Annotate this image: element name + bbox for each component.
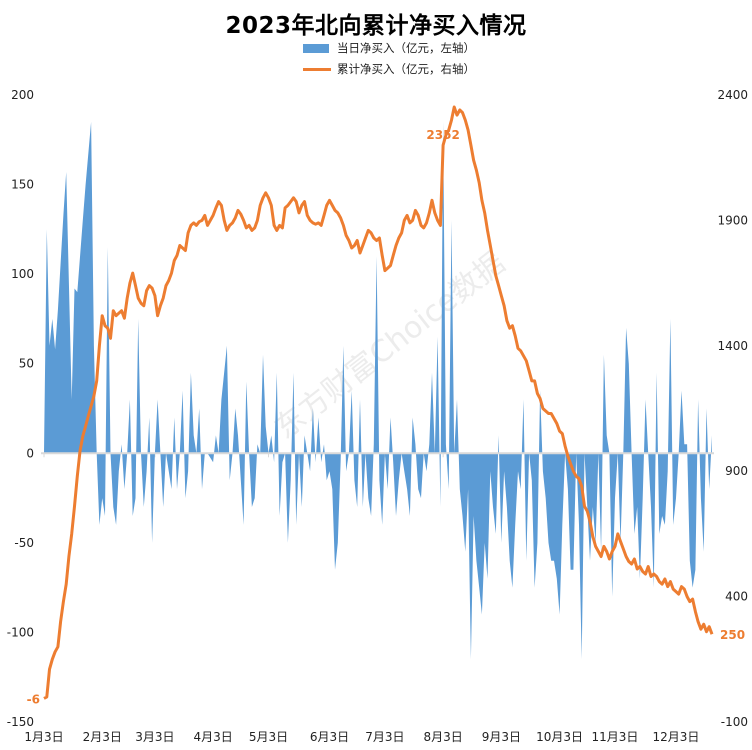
x-tick-label: 10月3日 bbox=[536, 730, 583, 744]
cumulative-net-buy-line[interactable] bbox=[43, 105, 714, 700]
x-tick-label: 5月3日 bbox=[249, 730, 288, 744]
right-tick-label: 1900 bbox=[717, 213, 748, 227]
legend-swatch-area-icon bbox=[303, 43, 329, 53]
x-tick-label: 12月3日 bbox=[653, 730, 700, 744]
right-tick-label: -100 bbox=[721, 715, 748, 729]
left-tick-label: 50 bbox=[19, 357, 34, 371]
svg-text:东方财富Choice数据: 东方财富Choice数据 bbox=[268, 245, 511, 446]
data-labels: -6 2352 250 bbox=[27, 128, 745, 706]
x-tick-label: 9月3日 bbox=[482, 730, 521, 744]
right-tick-label: 400 bbox=[725, 590, 748, 604]
left-tick-label: 200 bbox=[11, 88, 34, 102]
chart-title: 2023年北向累计净买入情况 bbox=[225, 13, 527, 39]
left-tick-label: 0 bbox=[26, 446, 34, 460]
x-axis: 1月3日 2月3日 3月3日 4月3日 5月3日 6月3日 7月3日 8月3日 9月3日 10月3… bbox=[24, 453, 699, 744]
cumulative-data-label: -6 bbox=[27, 692, 40, 706]
right-tick-label: 2400 bbox=[717, 88, 748, 102]
x-tick-label: 2月3日 bbox=[83, 730, 122, 744]
x-tick-label: 7月3日 bbox=[365, 730, 404, 744]
cumulative-data-label: 250 bbox=[720, 628, 745, 642]
right-tick-label: 1400 bbox=[717, 339, 748, 353]
left-tick-label: -100 bbox=[7, 625, 34, 639]
legend-item-cumulative[interactable]: 累计净买入（亿元，右轴） bbox=[303, 61, 475, 77]
left-y-axis: 200 150 100 50 0 -50 -100 -150 bbox=[7, 88, 34, 729]
x-tick-label: 4月3日 bbox=[193, 730, 232, 744]
cumulative-data-label: 2352 bbox=[426, 128, 459, 142]
x-tick-label: 8月3日 bbox=[423, 730, 462, 744]
right-tick-label: 900 bbox=[725, 464, 748, 478]
x-tick-label: 11月3日 bbox=[592, 730, 639, 744]
legend-item-daily[interactable]: 当日净买入（亿元，左轴） bbox=[303, 40, 475, 56]
x-tick-label: 6月3日 bbox=[310, 730, 349, 744]
legend-label-cumulative: 累计净买入（亿元，右轴） bbox=[337, 62, 475, 76]
daily-net-buy-area[interactable] bbox=[44, 121, 712, 660]
x-tick-label: 1月3日 bbox=[24, 730, 63, 744]
x-tick-label: 3月3日 bbox=[135, 730, 174, 744]
left-tick-label: -50 bbox=[14, 536, 34, 550]
left-tick-label: 100 bbox=[11, 267, 34, 281]
left-tick-label: 150 bbox=[11, 178, 34, 192]
left-tick-label: -150 bbox=[7, 715, 34, 729]
right-y-axis: 2400 1900 1400 900 400 -100 bbox=[717, 88, 748, 729]
watermark: 东方财富Choice数据 bbox=[268, 245, 511, 446]
legend-swatch-line-icon bbox=[303, 67, 331, 71]
legend-label-daily: 当日净买入（亿元，左轴） bbox=[337, 41, 475, 55]
